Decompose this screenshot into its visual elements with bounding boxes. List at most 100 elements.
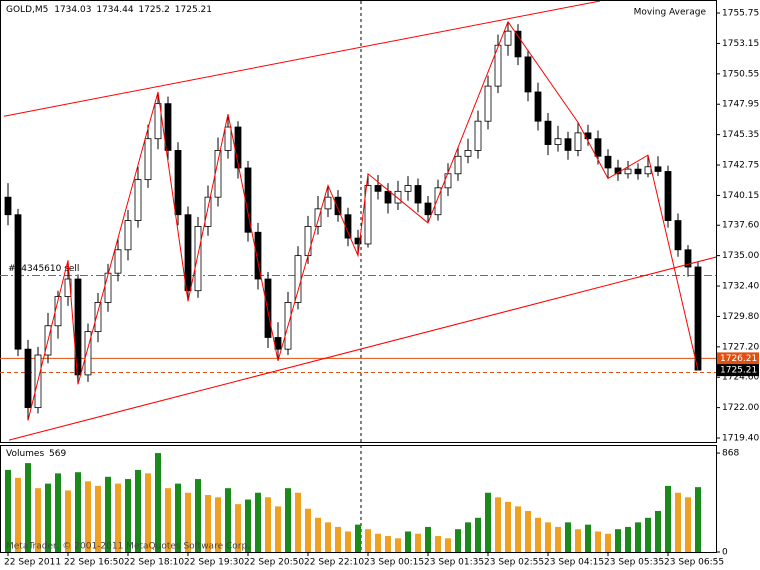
bid-price-box [717, 364, 759, 377]
volume-bar [165, 488, 171, 552]
x-tick-label: 22 Sep 20:50 [244, 558, 304, 568]
volume-bar [685, 497, 691, 552]
x-tick-label: 22 Sep 19:30 [184, 558, 244, 568]
volume-bar [535, 517, 541, 552]
y-tick-label: 1740.15 [722, 191, 759, 201]
volume-bar [55, 473, 61, 552]
trend-line [8, 256, 716, 441]
high: 1734.44 [96, 5, 133, 15]
volume-bar [5, 469, 11, 552]
volume-bar [505, 501, 511, 552]
candle-body [64, 278, 72, 297]
volume-bar [565, 522, 571, 552]
candle-body [194, 226, 202, 292]
open: 1734.03 [54, 5, 91, 15]
volume-bar [95, 485, 101, 552]
volume-bar [15, 477, 21, 552]
candle-body [354, 237, 362, 245]
volume-bar [115, 483, 121, 552]
volume-bar [335, 526, 341, 552]
candle-body [494, 44, 502, 87]
volume-bar [155, 453, 161, 552]
candle-body [644, 166, 652, 175]
volume-bar [295, 492, 301, 552]
candle-body [534, 91, 542, 122]
volume-bar [515, 506, 521, 552]
y-tick-label: 1742.75 [722, 161, 759, 171]
candle-body [264, 278, 272, 338]
volume-title: Volumes [6, 449, 44, 459]
level-price-box [717, 352, 759, 365]
x-tick-label: 22 Sep 18:10 [124, 558, 184, 568]
volume-bar [485, 492, 491, 552]
volume-bar [235, 504, 241, 552]
candle-body [574, 132, 582, 151]
y-tick-label: 1735.00 [722, 251, 759, 261]
volume-current: 569 [49, 449, 66, 459]
x-tick-label: 23 Sep 04:15 [544, 558, 604, 568]
y-tick-label: 1737.60 [722, 221, 759, 231]
volume-bar [395, 538, 401, 552]
candle-body [214, 150, 222, 198]
y-tick-label: 1755.75 [722, 9, 759, 19]
volume-bar [75, 472, 81, 552]
copyright: MetaTrader, © 2001-2011 MetaQuotes Softw… [6, 542, 250, 552]
candle-body [224, 126, 232, 151]
volume-bar [665, 485, 671, 552]
volume-bar [435, 536, 441, 552]
volume-bar [595, 531, 601, 552]
level-label: #74345610 sell [8, 264, 79, 274]
y-tick-label: 1753.15 [722, 39, 759, 49]
volume-bar [475, 517, 481, 552]
y-tick-label: 1750.55 [722, 69, 759, 79]
x-tick-label: 23 Sep 02:55 [484, 558, 544, 568]
candle-body [14, 214, 22, 350]
x-tick-label: 23 Sep 06:55 [664, 558, 724, 568]
volume-bar [365, 529, 371, 552]
candle-body [384, 190, 392, 204]
candle-body [124, 220, 132, 251]
candle-body [184, 214, 192, 292]
volume-bar [105, 476, 111, 552]
candle-body [694, 266, 702, 371]
candle-body [4, 196, 12, 216]
candle-body [314, 208, 322, 227]
volume-bar [175, 483, 181, 552]
volume-bar [615, 529, 621, 552]
candle-body [634, 168, 642, 175]
candle-body [514, 30, 522, 58]
candle-body [144, 138, 152, 181]
volume-bar [305, 508, 311, 552]
volume-bar [465, 522, 471, 552]
candle-body [654, 166, 662, 172]
volume-bar [135, 469, 141, 552]
chart-header: GOLD,M5 1734.03 1734.44 1725.2 1725.21 [6, 5, 212, 15]
candle-body [464, 150, 472, 157]
volume-bar [325, 522, 331, 552]
candle-body [114, 249, 122, 274]
candle-body [404, 185, 412, 192]
volume-bar [255, 492, 261, 552]
volume-bar [215, 497, 221, 552]
candle-body [134, 179, 142, 221]
volume-bar [195, 479, 201, 552]
candle-body [324, 196, 332, 210]
candle-body [204, 196, 212, 227]
candle-body [74, 278, 82, 376]
volume-bar [675, 492, 681, 552]
y2-tick-label: 868 [722, 449, 739, 459]
symbol: GOLD,M5 [6, 5, 48, 15]
candle-body [254, 231, 262, 280]
volume-bar [645, 517, 651, 552]
candle-body [294, 255, 302, 303]
x-tick-label: 22 Sep 22:10 [304, 558, 364, 568]
candle-body [84, 331, 92, 376]
candle-body [374, 185, 382, 192]
candle-body [504, 30, 512, 46]
volume-bar [275, 506, 281, 552]
volume-bar [315, 517, 321, 552]
candle-body [154, 103, 162, 140]
y-tick-label: 1745.35 [722, 130, 759, 140]
candle-body [274, 337, 282, 350]
